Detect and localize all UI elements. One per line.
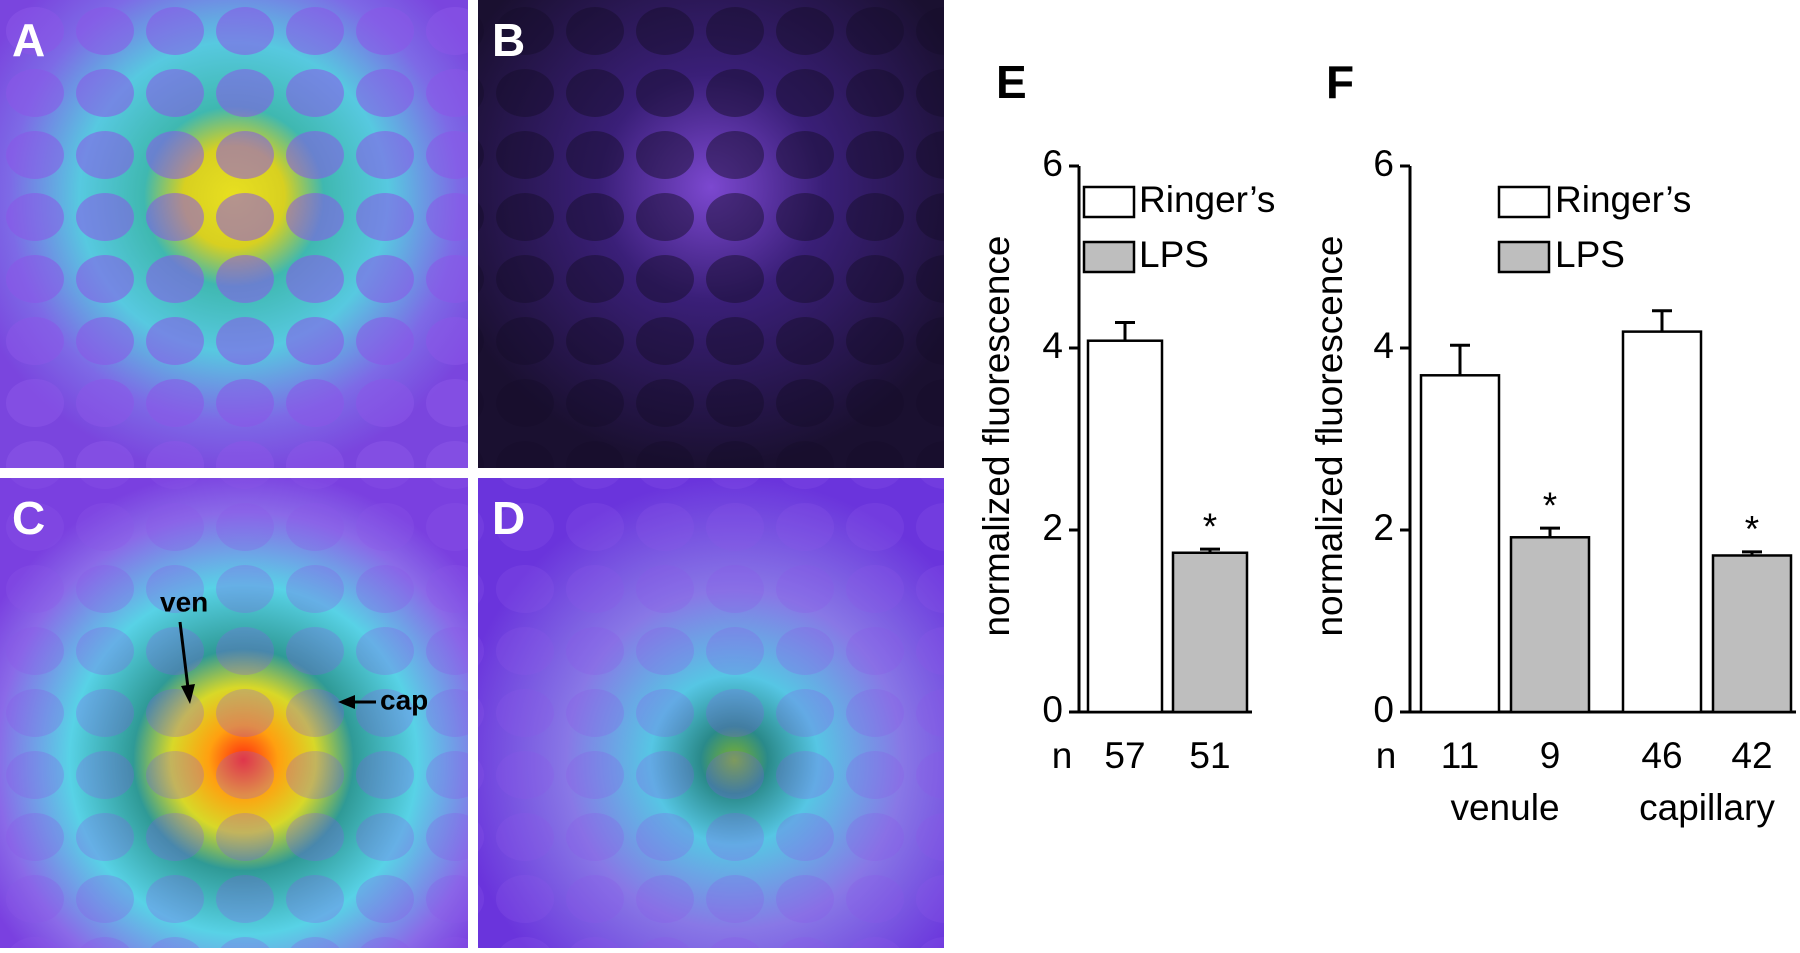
panel-label: B [492, 14, 525, 66]
y-tick-label: 4 [1042, 325, 1063, 366]
chart-title: F [1326, 56, 1354, 108]
legend-swatch [1082, 185, 1136, 219]
arrow [178, 621, 195, 704]
annotation: cap [380, 684, 428, 715]
y-tick-label: 2 [1042, 507, 1063, 548]
n-value: 51 [1189, 735, 1230, 776]
n-value: 42 [1731, 735, 1772, 776]
arrow [338, 695, 376, 709]
legend-swatch [1082, 240, 1136, 274]
bar [1509, 536, 1591, 714]
image-b [478, 0, 944, 468]
y-tick-label: 0 [1373, 689, 1394, 730]
image-c [0, 478, 468, 948]
legend-swatch [1497, 240, 1551, 274]
significance-mark: * [1745, 509, 1759, 550]
bar [1086, 339, 1164, 714]
y-axis-title: normalized fluorescence [1309, 235, 1350, 636]
x-category-label: capillary [1639, 787, 1775, 828]
n-value: 11 [1441, 735, 1479, 776]
n-label: n [1376, 735, 1397, 776]
bar [1621, 330, 1703, 714]
n-value: 46 [1641, 735, 1682, 776]
n-value: 9 [1540, 735, 1561, 776]
legend-label: LPS [1139, 234, 1209, 275]
y-tick-label: 2 [1373, 507, 1394, 548]
bar [1171, 551, 1249, 714]
n-value: 57 [1104, 735, 1145, 776]
legend-label: Ringer’s [1139, 179, 1275, 220]
legend-swatch [1497, 185, 1551, 219]
panel-label: C [12, 492, 45, 544]
image-a [0, 0, 468, 468]
y-tick-label: 6 [1373, 143, 1394, 184]
y-tick-label: 0 [1042, 689, 1063, 730]
y-axis-title: normalized fluorescence [976, 235, 1017, 636]
bar [1711, 554, 1793, 714]
y-tick-label: 4 [1373, 325, 1394, 366]
y-tick-label: 6 [1042, 143, 1063, 184]
panel-label: D [492, 492, 525, 544]
image-d [478, 478, 944, 948]
legend-label: Ringer’s [1555, 179, 1691, 220]
n-label: n [1052, 735, 1073, 776]
x-category-label: venule [1450, 787, 1559, 828]
annotation: ven [160, 586, 208, 617]
significance-mark: * [1543, 485, 1557, 526]
panel-label: A [12, 14, 45, 66]
bar [1419, 374, 1501, 714]
chart-title: E [996, 56, 1027, 108]
significance-mark: * [1203, 506, 1217, 547]
legend-label: LPS [1555, 234, 1625, 275]
